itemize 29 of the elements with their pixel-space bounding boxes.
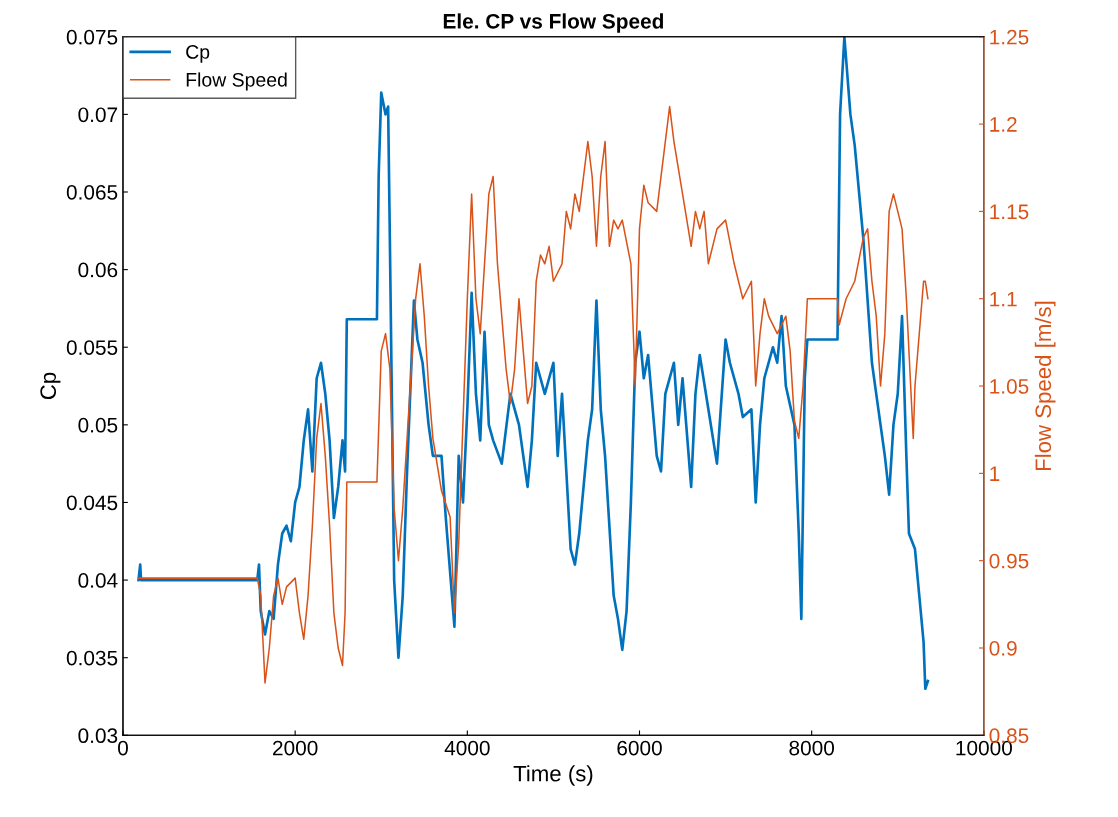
y-tick-label: 0.055 [66,340,118,355]
x-tick-label: 2000 [273,740,318,756]
x-tick-label: 4000 [444,740,490,756]
y2-tick-label: 1.1 [990,291,1017,307]
y-tick-label: 0.05 [78,417,118,433]
y2-axis-title: Flow Speed [m/s] [1034,301,1056,471]
y2-tick-label: 0.95 [989,553,1029,569]
chart-title: Ele. CP vs Flow Speed [443,13,664,33]
y2-tick-label: 1.25 [990,29,1029,45]
legend-label: Cp [186,45,210,63]
x-tick-label: 6000 [617,740,662,756]
y-tick-label: 0.035 [66,650,118,666]
y-tick-label: 0.075 [66,29,118,45]
legend-label: Flow Speed [186,72,287,91]
y-tick-label: 0.06 [78,262,118,278]
x-tick-label: 0 [118,740,128,756]
y-tick-label: 0.07 [78,107,118,123]
y2-tick-label: 1.05 [990,379,1029,394]
y-tick-label: 0.045 [66,495,118,511]
y2-tick-label: 1.2 [990,117,1017,132]
y-tick-label: 0.04 [78,573,118,588]
x-tick-label: 8000 [789,740,835,756]
x-axis-title: Time (s) [513,765,593,786]
y2-tick-label: 1.15 [990,204,1029,220]
y2-tick-label: 0.9 [989,640,1017,656]
y2-tick-label: 1 [990,466,1000,481]
y-tick-label: 0.03 [78,728,118,744]
y-tick-label: 0.065 [66,185,118,200]
y-axis-title: Cp [40,372,61,400]
